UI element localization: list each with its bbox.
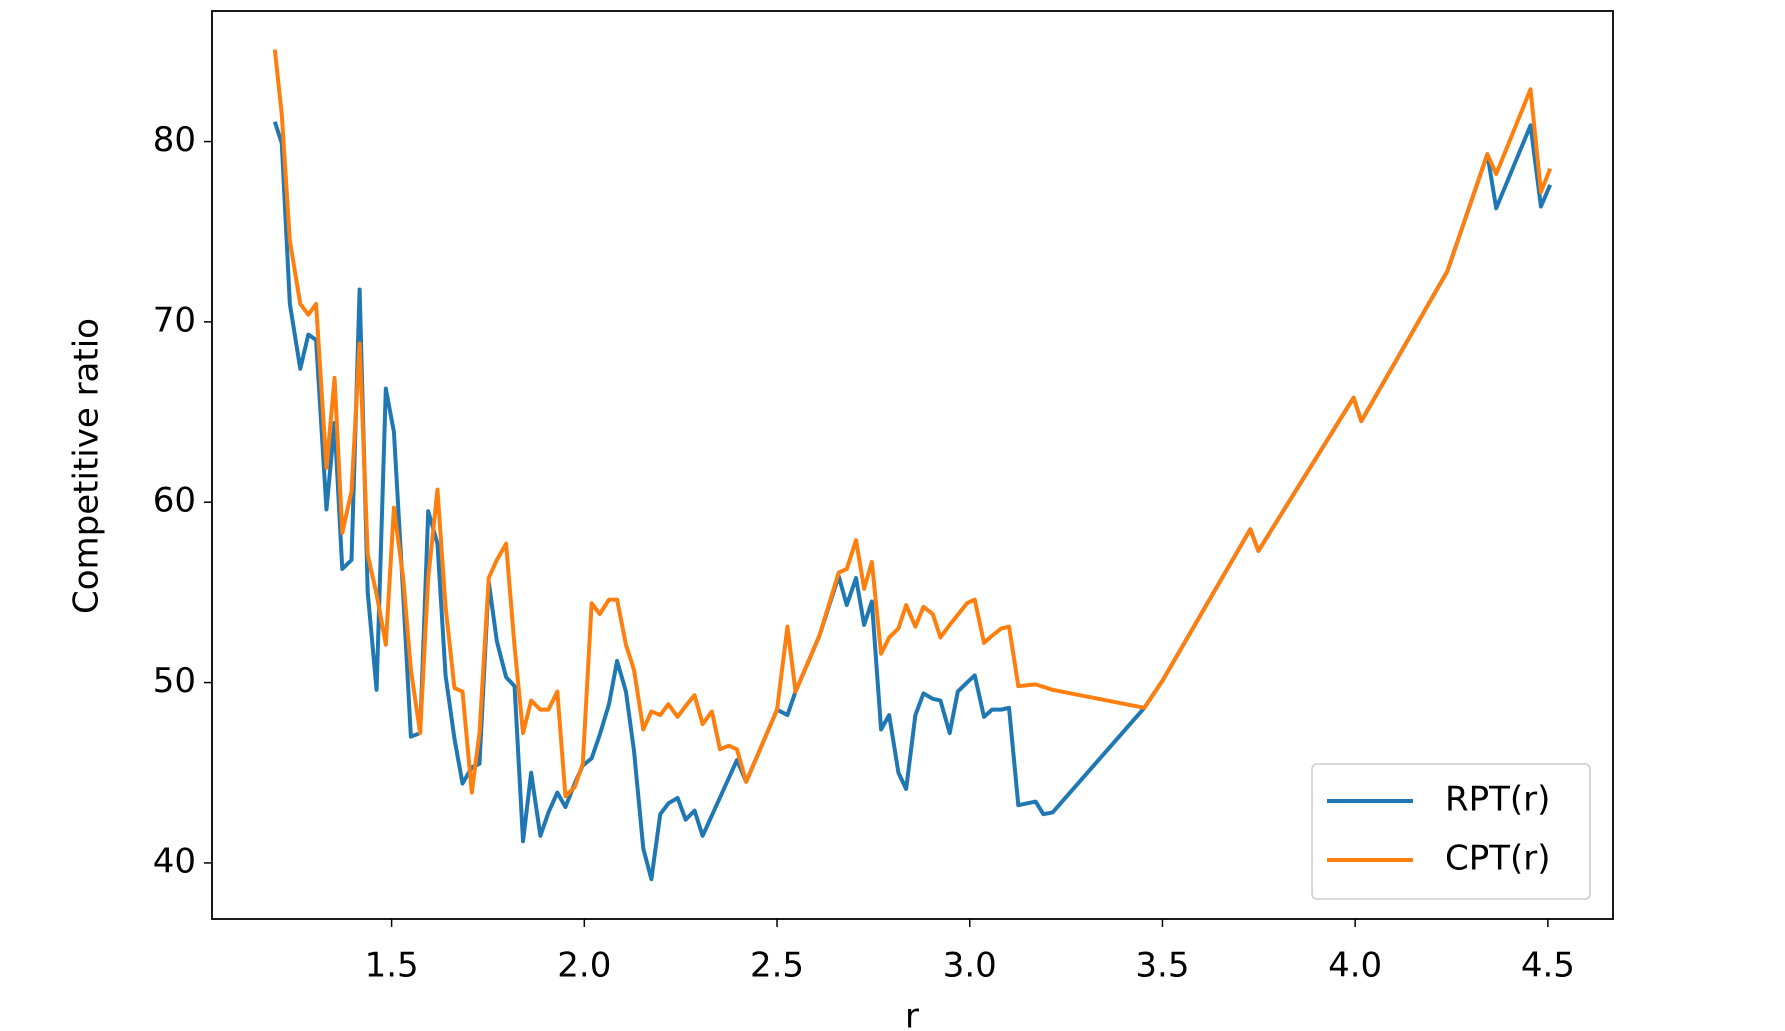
legend-box (1311, 763, 1591, 900)
x-tick-label: 2.5 (750, 946, 804, 986)
x-tick-label: 3.0 (943, 946, 997, 986)
y-axis-label: Competitive ratio (67, 318, 107, 614)
x-tick-label: 2.0 (557, 946, 611, 986)
line-series (272, 121, 1553, 882)
y-tick-label: 70 (153, 300, 196, 340)
y-tick-label: 60 (153, 481, 196, 521)
y-tick-label: 50 (153, 661, 196, 701)
x-tick-label: 3.5 (1135, 946, 1189, 986)
x-tick-label: 4.5 (1521, 946, 1575, 986)
plot-frame (211, 10, 1614, 920)
legend-label: RPT(r) (1445, 780, 1550, 820)
y-tick-label: 80 (153, 120, 196, 160)
y-tick-label: 40 (153, 841, 196, 881)
x-tick-label: 4.0 (1328, 946, 1382, 986)
line-series (272, 49, 1553, 799)
legend-label: CPT(r) (1445, 839, 1551, 879)
x-tick-label: 1.5 (365, 946, 419, 986)
x-axis-label: r (905, 997, 919, 1031)
